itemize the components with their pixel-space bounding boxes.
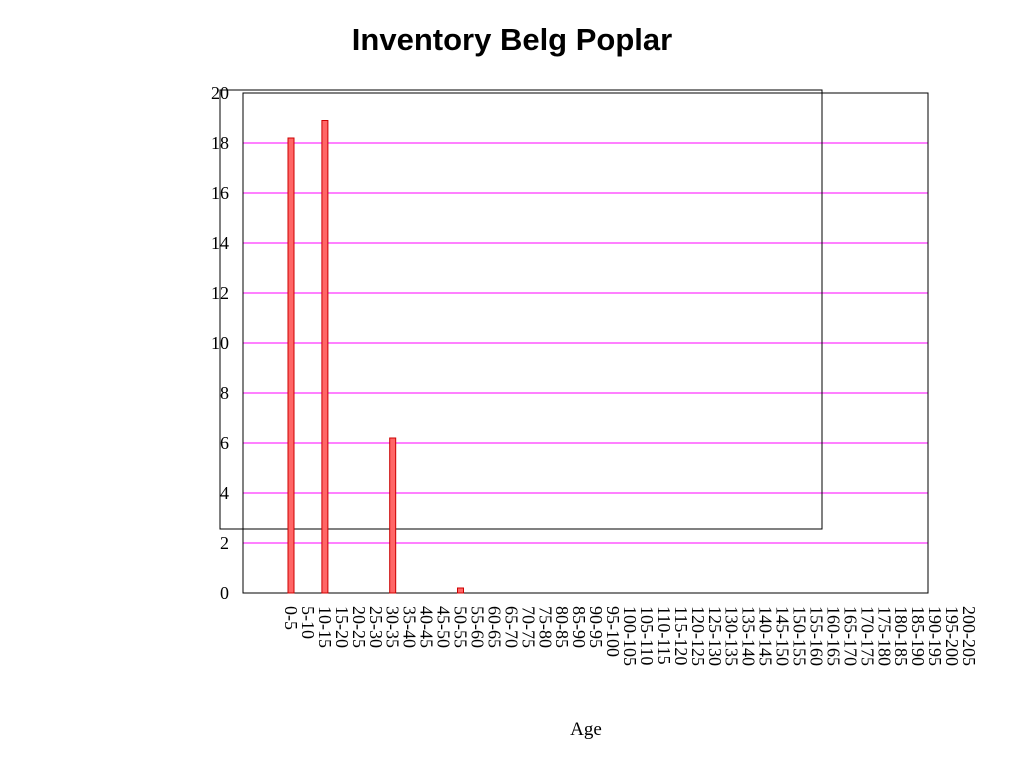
x-tick-label: 85-90: [569, 606, 589, 648]
y-tick-label: 4: [220, 483, 229, 503]
x-tick-label: 0-5: [281, 606, 301, 630]
y-tick-label: 16: [211, 183, 229, 203]
x-tick-labels: 0-55-1010-1515-2020-2525-3030-3535-4040-…: [281, 606, 979, 666]
x-tick-label: 160-165: [823, 606, 843, 666]
x-tick-label: 80-85: [552, 606, 572, 648]
x-tick-label: 145-150: [773, 606, 793, 666]
x-tick-label: 180-185: [891, 606, 911, 666]
y-tick-label: 2: [220, 533, 229, 553]
x-tick-label: 190-195: [925, 606, 945, 666]
y-tick-labels: 0 2 4 6 8 10 12 14 16 18 20: [211, 83, 229, 603]
y-tick-label: 14: [211, 233, 229, 253]
x-tick-label: 65-70: [501, 606, 521, 648]
x-tick-label: 20-25: [349, 606, 369, 648]
y-tick-label: 20: [211, 83, 229, 103]
legend-frame: [219, 89, 823, 530]
bar: [389, 437, 397, 594]
x-tick-label: 165-170: [840, 606, 860, 666]
x-tick-label: 185-190: [908, 606, 928, 666]
x-tick-label: 195-200: [942, 606, 962, 666]
x-tick-label: 125-130: [705, 606, 725, 666]
x-tick-label: 60-65: [484, 606, 504, 648]
y-tick-label: 18: [211, 133, 229, 153]
grid-layer: [243, 142, 928, 594]
y-tick-label: 6: [220, 433, 229, 453]
x-tick-label: 25-30: [366, 606, 386, 648]
x-tick-label: 135-140: [739, 606, 759, 666]
x-tick-label: 105-110: [637, 606, 657, 665]
x-tick-label: 30-35: [383, 606, 403, 648]
bar: [457, 587, 464, 594]
x-axis-label: Age: [570, 719, 602, 740]
x-tick-label: 200-205: [959, 606, 979, 666]
x-tick-label: 110-115: [654, 606, 674, 665]
y-tick-label: 10: [211, 333, 229, 353]
chart-title: Inventory Belg Poplar: [351, 22, 673, 57]
x-tick-label: 35-40: [400, 606, 420, 648]
x-tick-label: 55-60: [467, 606, 487, 648]
x-tick-label: 150-155: [790, 606, 810, 666]
x-tick-label: 130-135: [722, 606, 742, 666]
x-tick-label: 45-50: [434, 606, 454, 648]
bar-layer: [287, 120, 464, 594]
x-tick-label: 100-105: [620, 606, 640, 666]
y-tick-label: 0: [220, 583, 229, 603]
x-tick-label: 95-100: [603, 606, 623, 657]
y-tick-label: 8: [220, 383, 229, 403]
x-tick-label: 10-15: [315, 606, 335, 648]
bar: [287, 137, 295, 594]
x-tick-label: 5-10: [298, 606, 318, 639]
x-tick-label: 75-80: [535, 606, 555, 648]
x-tick-label: 90-95: [586, 606, 606, 648]
x-tick-label: 175-180: [874, 606, 894, 666]
y-tick-label: 12: [211, 283, 229, 303]
x-tick-label: 40-45: [417, 606, 437, 648]
x-tick-label: 140-145: [756, 606, 776, 666]
x-tick-label: 115-120: [671, 606, 691, 665]
x-tick-label: 50-55: [451, 606, 471, 648]
x-tick-label: 170-175: [857, 606, 877, 666]
x-tick-label: 15-20: [332, 606, 352, 648]
x-tick-label: 70-75: [518, 606, 538, 648]
plot-border: [242, 92, 929, 594]
bar: [321, 120, 329, 594]
x-tick-label: 155-160: [806, 606, 826, 666]
x-tick-label: 120-125: [688, 606, 708, 666]
